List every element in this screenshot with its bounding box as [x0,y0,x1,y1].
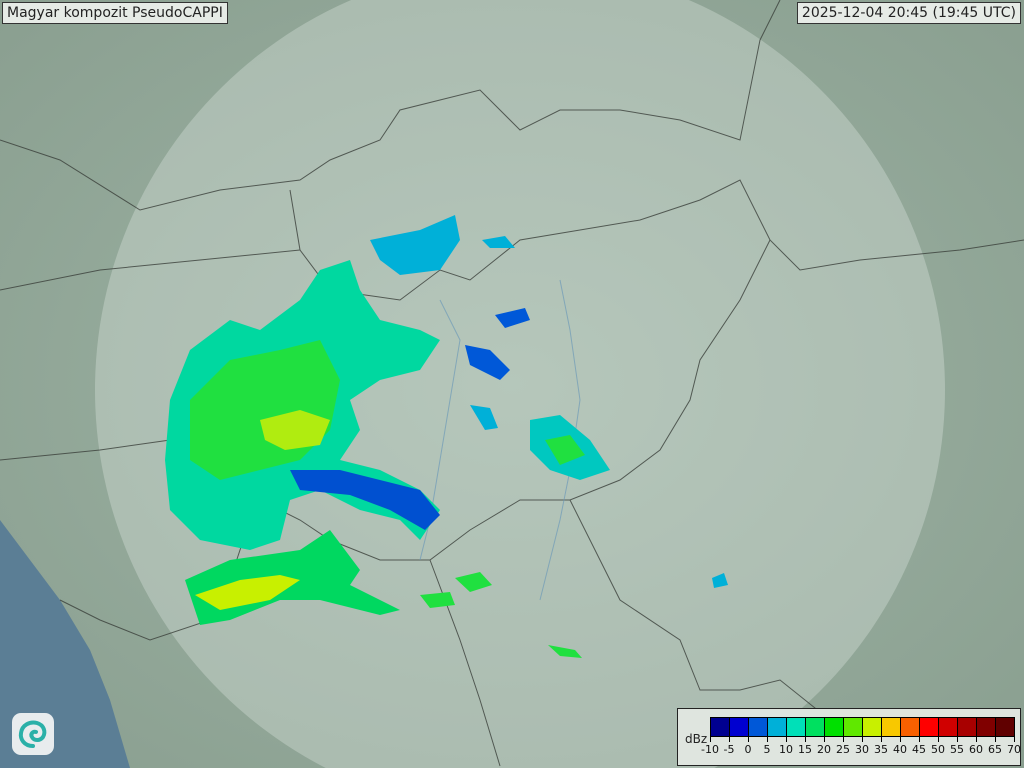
echo-small-3 [495,308,530,328]
echo-small-2 [470,405,498,430]
tick-label: 25 [836,743,850,756]
tick-label: 30 [855,743,869,756]
tick-label: 65 [988,743,1002,756]
echo-small-1 [465,345,510,380]
tick-mark [748,737,749,742]
color-scale-bar [710,717,1015,737]
tick-mark [995,737,996,742]
color-swatch [806,718,825,736]
color-swatch [958,718,977,736]
color-swatch [768,718,787,736]
tick-mark [862,737,863,742]
tick-label: 5 [763,743,771,756]
color-swatch [882,718,901,736]
echo-main-peak [260,410,330,450]
color-swatch [730,718,749,736]
tick-mark [824,737,825,742]
color-swatch [863,718,882,736]
tick-mark [805,737,806,742]
color-swatch [939,718,958,736]
tick-mark [786,737,787,742]
tick-mark [710,737,711,742]
tick-label: 40 [893,743,907,756]
echo-small-6 [712,573,728,588]
radar-echoes [165,215,728,658]
tick-label: 70 [1007,743,1021,756]
tick-label: 0 [744,743,752,756]
tick-label: 55 [950,743,964,756]
color-swatch [901,718,920,736]
tick-mark [938,737,939,742]
color-swatch [977,718,996,736]
tick-mark [919,737,920,742]
tick-label: 50 [931,743,945,756]
tick-label: 35 [874,743,888,756]
echo-small-4 [455,572,492,592]
swirl-logo-graphic [18,720,47,748]
adriatic-sea [0,520,130,768]
tick-label: 20 [817,743,831,756]
tick-mark [767,737,768,742]
echo-east-core [545,435,585,465]
color-swatch [996,718,1014,736]
echo-small-8 [482,236,515,248]
product-title: Magyar kompozit PseudoCAPPI [2,2,228,24]
tick-label: 10 [779,743,793,756]
color-swatch [749,718,768,736]
color-swatch [920,718,939,736]
echo-band-blue [290,470,440,530]
echo-north [370,215,460,275]
color-swatch [711,718,730,736]
tick-mark [1014,737,1015,742]
tick-label: 15 [798,743,812,756]
tick-label: 60 [969,743,983,756]
color-swatch [825,718,844,736]
tick-mark [881,737,882,742]
dbz-color-legend: dBz -10 -5 0 5 10 15 20 25 30 35 40 45 50 55 60 65 70 [677,708,1021,766]
echo-small-7 [548,645,582,658]
color-swatch [787,718,806,736]
tick-mark [900,737,901,742]
color-scale-ticks: -10 -5 0 5 10 15 20 25 30 35 40 45 50 55 60 65 70 [701,737,1021,763]
echo-small-5 [420,592,455,608]
tick-label: 45 [912,743,926,756]
legend-unit: dBz [685,732,708,746]
tick-mark [976,737,977,742]
tick-mark [843,737,844,742]
timestamp: 2025-12-04 20:45 (19:45 UTC) [796,2,1021,24]
color-swatch [844,718,863,736]
tick-label: -5 [723,743,735,756]
tick-label: -10 [701,743,719,756]
tick-mark [957,737,958,742]
echo-south-core [195,575,300,610]
tick-mark [729,737,730,742]
swirl-logo-icon[interactable] [12,713,54,755]
